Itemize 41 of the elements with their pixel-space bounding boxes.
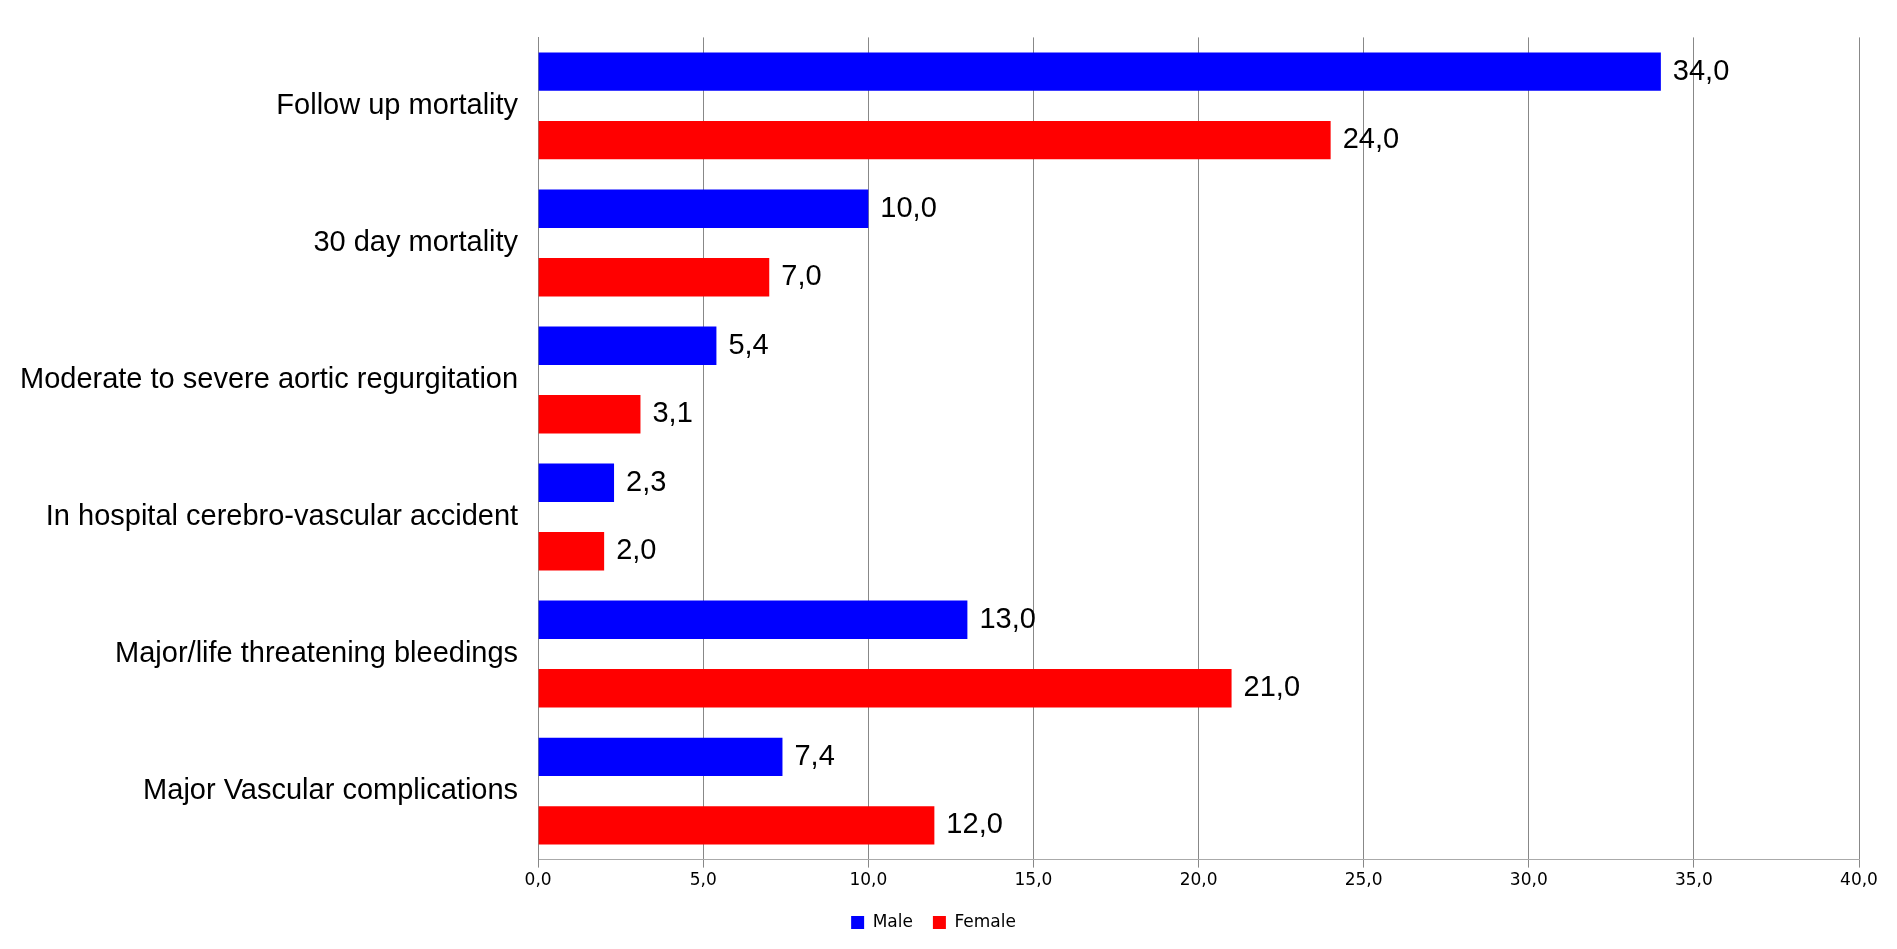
x-tick-label: 40,0 xyxy=(1840,869,1878,890)
data-label: 13,0 xyxy=(979,601,1036,634)
data-label: 5,4 xyxy=(728,327,769,360)
legend-label: Male xyxy=(872,910,913,931)
bar xyxy=(538,395,641,434)
bar xyxy=(538,532,605,571)
x-tick-label: 5,0 xyxy=(689,869,717,890)
bar xyxy=(538,189,869,228)
data-label: 3,1 xyxy=(652,396,693,429)
bar xyxy=(538,806,935,845)
y-tick-label: Major/life threatening bleedings xyxy=(115,636,519,669)
bar xyxy=(538,669,1232,708)
bar xyxy=(538,120,1331,160)
y-tick-label: Follow up mortality xyxy=(276,87,519,120)
data-label: 2,0 xyxy=(616,533,657,566)
x-tick-label: 10,0 xyxy=(849,869,888,890)
x-tick-label: 15,0 xyxy=(1014,869,1053,890)
legend-label: Female xyxy=(954,910,1016,931)
bar xyxy=(538,737,783,777)
y-tick-label: 30 day mortality xyxy=(313,224,519,257)
y-tick-label: Major Vascular complications xyxy=(143,773,519,806)
x-tick-label: 30,0 xyxy=(1509,869,1548,890)
data-label: 34,0 xyxy=(1672,53,1730,86)
bar xyxy=(538,326,717,365)
data-label: 7,4 xyxy=(794,738,835,771)
x-tick-label: 0,0 xyxy=(524,869,552,890)
data-label: 10,0 xyxy=(880,190,937,223)
data-label: 21,0 xyxy=(1243,670,1301,703)
data-label: 12,0 xyxy=(946,807,1003,840)
y-tick-label: Moderate to severe aortic regurgitation xyxy=(19,361,519,394)
data-label: 7,0 xyxy=(781,259,822,292)
bar xyxy=(538,463,615,502)
bar xyxy=(538,600,968,639)
data-label: 24,0 xyxy=(1342,122,1400,155)
y-tick-label: In hospital cerebro-vascular accident xyxy=(45,499,519,532)
data-label: 2,3 xyxy=(626,464,667,497)
bar xyxy=(538,258,770,297)
x-tick-label: 20,0 xyxy=(1179,869,1218,890)
bar xyxy=(538,52,1661,91)
x-tick-label: 25,0 xyxy=(1344,869,1383,890)
x-tick-label: 35,0 xyxy=(1674,869,1713,890)
